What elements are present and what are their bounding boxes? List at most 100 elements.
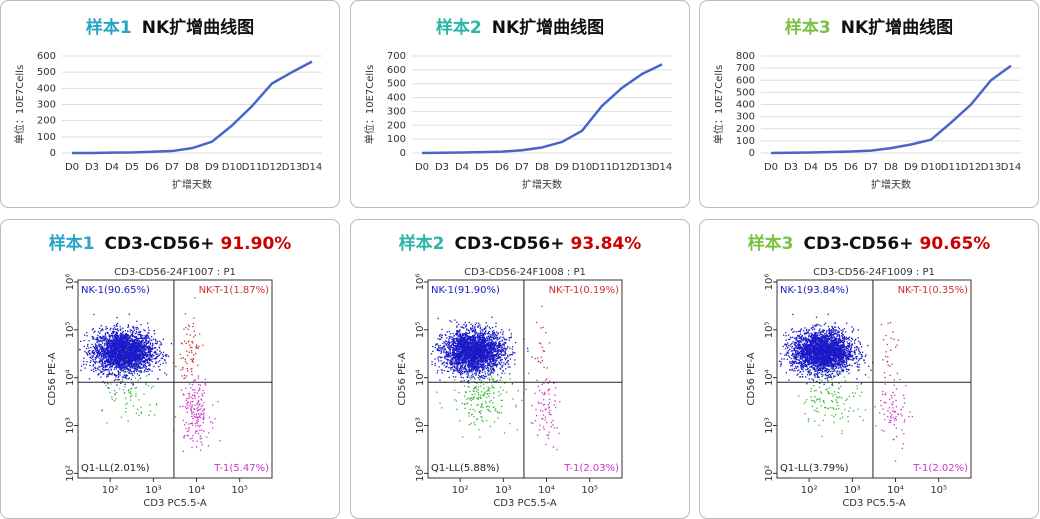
plot-frame (77, 279, 273, 479)
y-tick-label: 10⁵ (415, 321, 426, 338)
title-text: CD3-CD56+ (455, 234, 565, 254)
x-tick-label: D7 (864, 162, 878, 173)
x-tick-label: D12 (612, 162, 632, 173)
y-tick-label: 600 (37, 51, 56, 62)
y-tick-label: 200 (736, 124, 755, 135)
x-tick-label: D7 (165, 162, 179, 173)
quadrant-name: NK-T-1 (898, 285, 929, 296)
quadrant-percent: (90.65%) (104, 285, 150, 296)
plot-title: CD3-CD56-24F1007 : P1 (114, 267, 236, 278)
percentage: 91.90% (221, 234, 292, 254)
sample-name: 样本2 (399, 233, 445, 254)
x-tick-label: D13 (282, 162, 302, 173)
y-tick-label: 10⁵ (65, 321, 76, 338)
x-tick-label: D5 (125, 162, 139, 173)
y-tick-label: 100 (736, 136, 755, 147)
y-tick-label: 10⁵ (764, 321, 775, 338)
dot-cloud (430, 316, 540, 389)
percentage: 90.65% (920, 234, 991, 254)
x-tick-label: D11 (242, 162, 262, 173)
x-tick-label: 10² (801, 485, 818, 496)
dot-cloud (79, 313, 175, 395)
x-axis-label: CD3 PC5.5-A (842, 498, 906, 509)
quadrant-label: Q1-LL(2.01%) (81, 463, 150, 474)
y-tick-label: 200 (387, 120, 406, 131)
sample-name: 样本1 (49, 233, 95, 254)
quadrant-name: NK-1 (81, 285, 104, 296)
x-tick-label: D14 (1001, 162, 1021, 173)
x-tick-label: D6 (495, 162, 509, 173)
x-tick-label: D11 (592, 162, 612, 173)
plot-title: CD3-CD56-24F1009 : P1 (813, 267, 935, 278)
y-tick-label: 10⁶ (65, 274, 76, 291)
y-tick-label: 10³ (415, 417, 426, 434)
x-tick-label: 10⁴ (538, 485, 555, 496)
quadrant-label: T-1(2.03%) (563, 463, 619, 474)
y-axis-label: 单位：10E7Cells (13, 65, 26, 144)
y-tick-label: 300 (736, 112, 755, 123)
x-tick-label: D6 (844, 162, 858, 173)
x-tick-label: D7 (515, 162, 529, 173)
y-tick-label: 100 (387, 134, 406, 145)
x-tick-label: D4 (455, 162, 469, 173)
y-tick-label: 600 (736, 75, 755, 86)
quadrant-percent: (3.79%) (809, 463, 849, 474)
y-tick-label: 500 (736, 87, 755, 98)
chart-title: 样本1 NK扩增曲线图 (86, 17, 254, 38)
quadrant-name: NK-1 (431, 285, 454, 296)
panel (350, 0, 690, 208)
x-tick-label: D9 (205, 162, 219, 173)
title-text: CD3-CD56+ (804, 234, 914, 254)
quadrant-name: NK-T-1 (199, 285, 230, 296)
x-tick-label: D8 (884, 162, 898, 173)
sample-name: 样本3 (748, 233, 794, 254)
title-text: NK扩增曲线图 (841, 17, 953, 38)
x-tick-label: D8 (535, 162, 549, 173)
x-axis-label: CD3 PC5.5-A (143, 498, 207, 509)
x-tick-label: D6 (145, 162, 159, 173)
chart-panel: 样本1 NK扩增曲线图 0 100 200 300 400 500 600 D0 D3 D4 D5 D6 D… (0, 0, 340, 208)
y-tick-label: 0 (50, 148, 56, 159)
chart-title: 样本3 CD3-CD56+ 90.65% (748, 233, 991, 254)
dot-cloud (880, 321, 900, 396)
quadrant-name: T-1 (912, 463, 928, 474)
quadrant-percent: (93.84%) (803, 285, 849, 296)
quadrant-name: NK-1 (780, 285, 803, 296)
y-tick-label: 700 (387, 51, 406, 62)
y-tick-label: 500 (37, 67, 56, 78)
quadrant-percent: (2.03%) (579, 463, 619, 474)
y-tick-label: 10² (415, 465, 426, 482)
chart-panel: 样本2 NK扩增曲线图 0 100 200 300 400 500 600 700 D0 D3 D4 D5… (350, 0, 690, 208)
x-tick-label: D9 (555, 162, 569, 173)
x-tick-label: 10⁴ (188, 485, 205, 496)
x-tick-label: D12 (262, 162, 282, 173)
x-tick-label: D8 (185, 162, 199, 173)
title-text: NK扩增曲线图 (142, 17, 254, 38)
x-tick-label: D5 (824, 162, 838, 173)
x-tick-label: D5 (475, 162, 489, 173)
x-tick-label: D13 (632, 162, 652, 173)
quadrant-label: NK-T-1(0.35%) (898, 285, 969, 296)
quadrant-label: NK-T-1(0.19%) (549, 285, 620, 296)
quadrant-name: Q1-LL (81, 463, 110, 474)
y-axis-label: CD56 PE-A (746, 352, 757, 405)
line-series (421, 63, 663, 155)
dot-cloud (525, 372, 561, 451)
quadrant-name: Q1-LL (780, 463, 809, 474)
quadrant-label: T-1(2.02%) (912, 463, 968, 474)
x-tick-label: D12 (961, 162, 981, 173)
x-tick-label: D14 (302, 162, 322, 173)
x-tick-label: 10³ (844, 485, 861, 496)
x-tick-label: 10⁵ (231, 485, 248, 496)
y-axis-label: 单位：10E7Cells (712, 65, 725, 144)
quadrant-label: NK-T-1(1.87%) (199, 285, 270, 296)
x-tick-label: 10³ (145, 485, 162, 496)
quadrant-percent: (2.01%) (110, 463, 150, 474)
x-tick-label: D0 (764, 162, 778, 173)
title-text: CD3-CD56+ (105, 234, 215, 254)
y-tick-label: 10³ (65, 417, 76, 434)
y-tick-label: 10⁴ (764, 369, 775, 386)
chart-panel: 样本2 CD3-CD56+ 93.84% CD3-CD56-24F1008 : P1 1… (350, 219, 690, 519)
sample-name: 样本2 (436, 17, 482, 38)
